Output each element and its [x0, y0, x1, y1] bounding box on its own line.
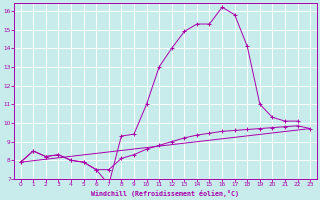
X-axis label: Windchill (Refroidissement éolien,°C): Windchill (Refroidissement éolien,°C) [92, 190, 239, 197]
